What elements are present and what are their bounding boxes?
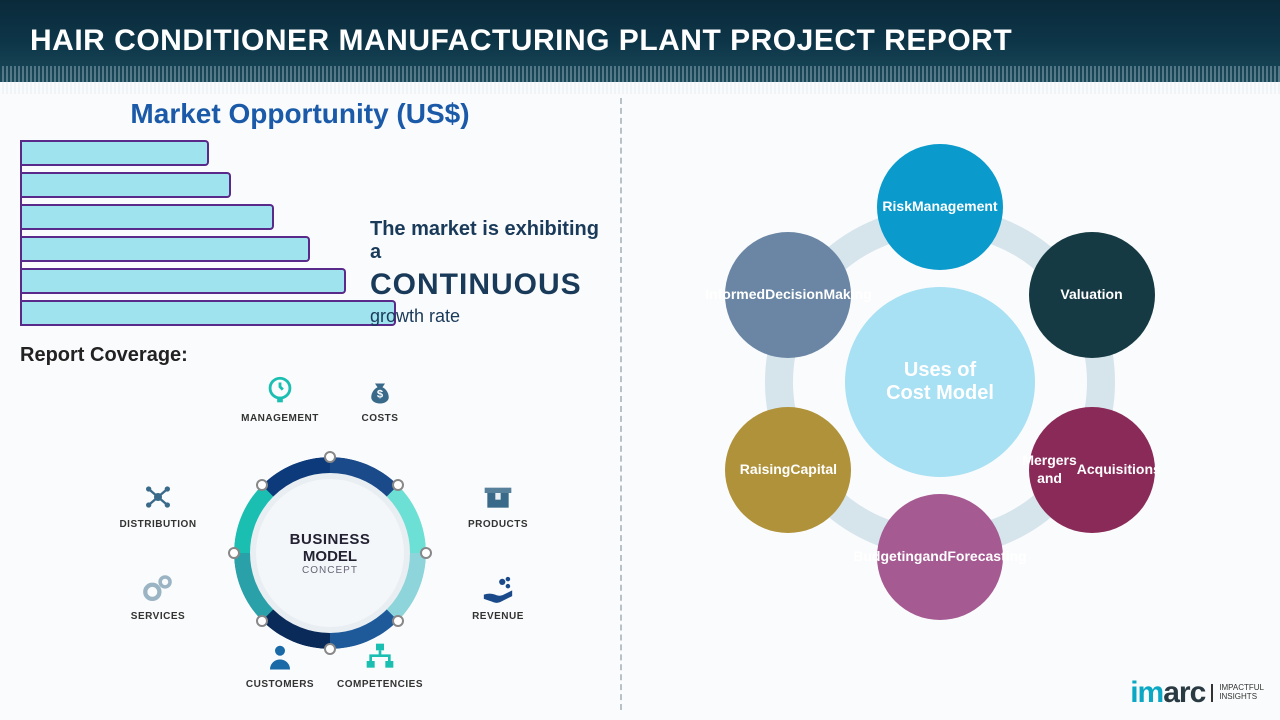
brand-wordmark: imarc <box>1130 676 1205 710</box>
bm-item-products: PRODUCTS <box>448 479 548 530</box>
money-bag-icon: $ <box>362 373 398 409</box>
network-icon <box>140 479 176 515</box>
bm-item-customers: CUSTOMERS <box>230 639 330 690</box>
uses-node: InformedDecisionMaking <box>725 232 851 358</box>
uses-node-label-line: Acquisitions <box>1077 461 1161 479</box>
uses-node-label-line: Budgeting <box>853 548 922 566</box>
growth-line-1: The market is exhibiting a <box>370 218 610 264</box>
bm-item-label: REVENUE <box>448 611 548 622</box>
gears-icon <box>140 571 176 607</box>
bm-ring-node <box>392 479 404 491</box>
chart-bar <box>22 300 396 326</box>
uses-node: Valuation <box>1029 232 1155 358</box>
bm-item-services: SERVICES <box>108 571 208 622</box>
uses-center-circle: Uses ofCost Model <box>845 287 1035 477</box>
chart-bar <box>22 204 274 230</box>
org-chart-icon <box>362 639 398 675</box>
uses-center-label-line: Uses of <box>904 359 976 382</box>
bm-item-label: PRODUCTS <box>448 519 548 530</box>
market-opportunity-title: Market Opportunity (US$) <box>110 98 490 130</box>
content-area: Market Opportunity (US$) The market is e… <box>0 82 1280 720</box>
bm-item-label: DISTRIBUTION <box>108 519 208 530</box>
bm-item-management: MANAGEMENT <box>230 373 330 424</box>
uses-node-label-line: and <box>922 548 947 566</box>
tagline-line2: INSIGHTS <box>1219 693 1264 702</box>
uses-node-label-line: Informed <box>705 286 765 304</box>
bm-center-line3: CONCEPT <box>302 565 358 576</box>
bm-center-line2: MODEL <box>303 548 357 565</box>
growth-text-block: The market is exhibiting a CONTINUOUS gr… <box>370 218 610 327</box>
uses-node-label-line: Management <box>912 198 998 216</box>
uses-node-label-line: Making <box>823 286 871 304</box>
lightbulb-gear-icon <box>262 373 298 409</box>
uses-node-label-line: Mergers and <box>1022 452 1076 487</box>
uses-node-label-line: Forecasting <box>947 548 1026 566</box>
person-icon <box>262 639 298 675</box>
uses-node-label-line: Raising <box>740 461 791 479</box>
chart-bar <box>22 140 209 166</box>
uses-node-label-line: Valuation <box>1060 286 1122 304</box>
business-model-center: BUSINESS MODEL CONCEPT <box>250 473 410 633</box>
bm-ring-node <box>392 615 404 627</box>
bm-item-distribution: DISTRIBUTION <box>108 479 208 530</box>
page-title: HAIR CONDITIONER MANUFACTURING PLANT PRO… <box>30 24 1012 58</box>
uses-node: Mergers andAcquisitions <box>1029 407 1155 533</box>
bm-ring-node <box>256 615 268 627</box>
right-panel: Uses ofCost Model RiskManagement Valuatio… <box>620 82 1280 720</box>
chart-bar <box>22 172 231 198</box>
bm-item-label: MANAGEMENT <box>230 413 330 424</box>
growth-line-3: growth rate <box>370 306 610 327</box>
uses-center-label-line: Cost Model <box>886 382 994 405</box>
left-panel: Market Opportunity (US$) The market is e… <box>0 82 620 720</box>
uses-node-label-line: Decision <box>765 286 823 304</box>
growth-big-word: CONTINUOUS <box>370 268 610 302</box>
header-banner: HAIR CONDITIONER MANUFACTURING PLANT PRO… <box>0 0 1280 82</box>
svg-text:$: $ <box>377 388 384 400</box>
bm-ring-node <box>228 547 240 559</box>
uses-node: RiskManagement <box>877 144 1003 270</box>
report-coverage-title: Report Coverage: <box>20 344 600 367</box>
business-model-diagram: BUSINESS MODEL CONCEPT MANAGEMENT $ COSTS P… <box>10 371 590 671</box>
bm-item-label: COMPETENCIES <box>330 679 430 690</box>
brand-tagline: IMPACTFUL INSIGHTS <box>1211 684 1264 702</box>
vertical-divider <box>620 98 622 710</box>
chart-bar <box>22 268 346 294</box>
bm-ring-node <box>324 451 336 463</box>
bm-item-label: SERVICES <box>108 611 208 622</box>
uses-node: BudgetingandForecasting <box>877 494 1003 620</box>
box-icon <box>480 479 516 515</box>
bm-item-revenue: REVENUE <box>448 571 548 622</box>
bm-item-competencies: COMPETENCIES <box>330 639 430 690</box>
uses-node: RaisingCapital <box>725 407 851 533</box>
brand-logo: imarc IMPACTFUL INSIGHTS <box>1130 676 1264 710</box>
bm-item-label: CUSTOMERS <box>230 679 330 690</box>
bm-ring-node <box>420 547 432 559</box>
hand-coins-icon <box>480 571 516 607</box>
bm-item-costs: $ COSTS <box>330 373 430 424</box>
uses-node-label-line: Capital <box>790 461 837 479</box>
bm-item-label: COSTS <box>330 413 430 424</box>
bm-center-line1: BUSINESS <box>290 531 371 548</box>
chart-bar <box>22 236 310 262</box>
uses-node-label-line: Risk <box>882 198 912 216</box>
